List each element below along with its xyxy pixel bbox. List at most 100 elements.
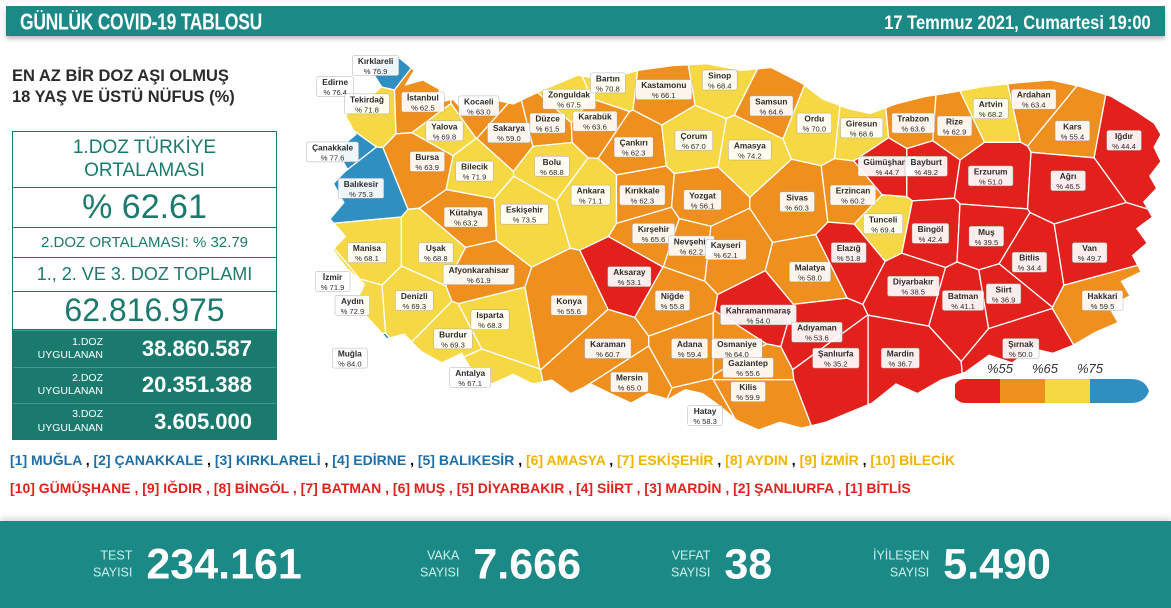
svg-text:Malatya: Malatya [795,262,826,272]
svg-text:Denizli: Denizli [401,291,428,301]
svg-text:Van: Van [1082,243,1097,253]
svg-text:% 65.0: % 65.0 [618,384,642,393]
svg-text:İstanbul: İstanbul [407,93,439,103]
svg-text:% 84.0: % 84.0 [338,360,362,369]
svg-text:% 63.4: % 63.4 [1022,101,1046,110]
svg-text:Trabzon: Trabzon [897,114,929,124]
svg-text:%55: %55 [987,361,1014,376]
svg-text:Kahramanmaraş: Kahramanmaraş [726,305,791,315]
svg-text:% 60.3: % 60.3 [785,203,809,212]
svg-text:% 51.0: % 51.0 [979,177,1003,186]
svg-text:Batman: Batman [948,291,978,301]
svg-text:Yozgat: Yozgat [689,190,716,200]
svg-text:Bolu: Bolu [543,157,561,167]
svg-text:% 76.9: % 76.9 [364,67,388,76]
svg-text:İzmir: İzmir [323,272,343,282]
svg-text:% 64.6: % 64.6 [759,107,783,116]
svg-text:% 61.9: % 61.9 [467,276,491,285]
svg-text:Düzce: Düzce [535,114,560,124]
svg-text:Kırklareli: Kırklareli [358,56,394,66]
svg-text:% 69.3: % 69.3 [441,340,465,349]
svg-text:Hakkari: Hakkari [1088,291,1118,301]
svg-text:Samsun: Samsun [755,96,787,106]
svg-text:Siirt: Siirt [996,284,1012,294]
svg-text:Erzurum: Erzurum [974,166,1008,176]
svg-text:% 63.6: % 63.6 [901,125,925,134]
svg-text:Bingöl: Bingöl [918,224,944,234]
svg-text:Bartın: Bartın [596,73,620,83]
svg-text:Kırşehir: Kırşehir [638,224,670,234]
svg-text:%65: %65 [1032,361,1059,376]
svg-text:% 68.2: % 68.2 [979,110,1003,119]
svg-text:Sinop: Sinop [708,71,731,81]
svg-text:% 58.0: % 58.0 [798,273,822,282]
svg-text:% 74.2: % 74.2 [738,152,762,161]
svg-text:Antalya: Antalya [455,368,485,378]
svg-text:Iğdır: Iğdır [1115,131,1134,141]
svg-text:% 72.9: % 72.9 [341,307,365,316]
svg-text:% 62.3: % 62.3 [630,197,654,206]
svg-text:% 70.0: % 70.0 [802,125,826,134]
svg-text:% 71.9: % 71.9 [321,283,345,292]
svg-text:Karaman: Karaman [590,339,626,349]
svg-text:Ağrı: Ağrı [1060,171,1077,181]
svg-text:Kırıkkale: Kırıkkale [625,186,660,196]
svg-text:Zonguldak: Zonguldak [548,90,590,100]
svg-text:Bursa: Bursa [415,152,439,162]
svg-text:% 63.2: % 63.2 [454,219,478,228]
svg-text:Bayburt: Bayburt [911,157,943,167]
svg-text:% 61.5: % 61.5 [536,125,560,134]
svg-text:Gaziantep: Gaziantep [728,358,768,368]
svg-text:Edirne: Edirne [322,77,348,87]
svg-text:Osmaniye: Osmaniye [717,339,757,349]
svg-text:% 54.0: % 54.0 [747,316,771,325]
svg-text:% 69.4: % 69.4 [871,225,895,234]
svg-text:% 71.9: % 71.9 [463,173,487,182]
svg-text:Elazığ: Elazığ [837,243,861,253]
svg-text:% 39.5: % 39.5 [975,238,999,247]
svg-text:% 69.8: % 69.8 [433,132,457,141]
svg-text:% 55.6: % 55.6 [557,307,581,316]
svg-text:% 49.2: % 49.2 [914,168,938,177]
svg-text:Bilecik: Bilecik [461,162,488,172]
svg-text:Tunceli: Tunceli [869,214,897,224]
svg-text:Çorum: Çorum [681,131,708,141]
svg-text:% 77.6: % 77.6 [321,153,345,162]
svg-text:Manisa: Manisa [353,243,382,253]
svg-text:Kocaeli: Kocaeli [464,96,494,106]
svg-text:Rize: Rize [946,117,963,127]
svg-text:Artvin: Artvin [979,99,1003,109]
svg-text:Amasya: Amasya [734,141,766,151]
svg-text:% 44.7: % 44.7 [876,168,900,177]
svg-text:% 49.7: % 49.7 [1078,254,1102,263]
svg-text:Çankırı: Çankırı [620,138,648,148]
svg-text:% 44.4: % 44.4 [1112,142,1136,151]
svg-text:% 75.3: % 75.3 [349,190,373,199]
svg-text:Isparta: Isparta [476,310,504,320]
svg-text:% 55.6: % 55.6 [736,369,760,378]
svg-text:Kayseri: Kayseri [711,240,741,250]
svg-text:% 67.1: % 67.1 [458,379,482,388]
svg-text:% 36.9: % 36.9 [992,295,1016,304]
svg-text:% 67.5: % 67.5 [557,101,581,110]
svg-text:Gümüşhane: Gümüşhane [863,157,911,167]
svg-text:% 56.1: % 56.1 [691,201,715,210]
svg-text:% 42.4: % 42.4 [919,235,943,244]
svg-text:% 68.6: % 68.6 [850,129,874,138]
svg-text:Burdur: Burdur [439,329,467,339]
svg-text:Mardin: Mardin [887,349,914,359]
svg-text:Tekirdağ: Tekirdağ [350,94,384,104]
svg-text:% 63.9: % 63.9 [415,163,439,172]
svg-text:% 63.0: % 63.0 [467,107,491,116]
svg-text:% 59.4: % 59.4 [678,350,702,359]
svg-text:% 60.7: % 60.7 [596,350,620,359]
svg-text:% 38.5: % 38.5 [901,288,925,297]
svg-text:Adana: Adana [677,339,703,349]
svg-text:Eskişehir: Eskişehir [506,205,544,215]
svg-text:% 62.2: % 62.2 [679,247,703,256]
svg-text:% 60.2: % 60.2 [841,197,865,206]
svg-text:Aydın: Aydın [341,296,364,306]
svg-text:% 36.7: % 36.7 [888,360,912,369]
svg-text:Kastamonu: Kastamonu [641,80,686,90]
svg-text:% 59.5: % 59.5 [1091,302,1115,311]
